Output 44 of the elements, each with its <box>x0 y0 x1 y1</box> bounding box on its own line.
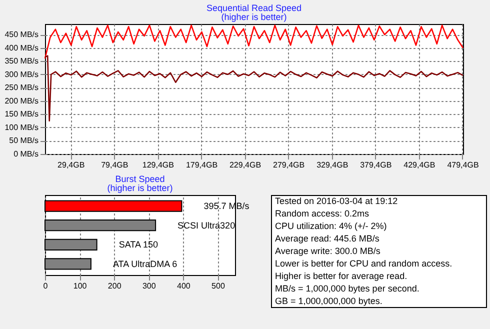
x-tick-label: 100 <box>73 282 88 290</box>
x-tick-label: 0 <box>43 282 48 290</box>
text: MB/s = 1,000,000 bytes per second. <box>275 283 420 294</box>
y-tick-label: 300 MB/s <box>4 70 38 79</box>
chart-title: Sequential Read Speed <box>206 3 302 13</box>
text: Average write: 300.0 MB/s <box>275 246 381 256</box>
x-tick-label: 429,4GB <box>404 160 436 170</box>
chart-subtitle: (higher is better) <box>107 183 173 193</box>
text: Lower is better for CPU and random access. <box>275 258 452 268</box>
y-tick-label: ATA UltraDMA 6 <box>112 258 178 269</box>
y-tick-label: SCSI Ultra320 <box>178 220 236 230</box>
y-tick-label: 250 MB/s <box>4 83 38 92</box>
text: CPU utilization: 4% (+/- 2%) <box>275 221 387 232</box>
x-tick-label: 379,4GB <box>360 160 392 170</box>
x-tick-label: 229,4GB <box>229 160 262 170</box>
y-tick-label: 450 MB/s <box>4 30 38 40</box>
line-series <box>44 55 464 122</box>
y-tick-label: 100 MB/s <box>4 122 38 132</box>
x-tick-label: 479,4GB <box>447 160 479 170</box>
x-tick-label: 79,4GB <box>101 160 128 170</box>
line-series <box>44 24 464 60</box>
y-tick-label: 200 MB/s <box>4 96 38 106</box>
text: Higher is better for average read. <box>275 270 408 281</box>
y-tick-label: 350 MB/s <box>4 56 38 66</box>
y-tick-label: 50 MB/s <box>9 136 38 146</box>
y-tick-label: SATA 150 <box>118 240 158 250</box>
chart-subtitle: (higher is better) <box>221 12 287 22</box>
x-tick-label: 129,4GB <box>142 160 174 170</box>
y-tick-label: 150 MB/s <box>4 110 38 119</box>
x-tick-label: 179,4GB <box>186 160 218 170</box>
y-tick-label: 0 MB/s <box>14 150 38 158</box>
text: Tested on 2016-03-04 at 19:12 <box>275 196 398 206</box>
x-tick-label: 200 <box>108 282 122 290</box>
text: GB = 1,000,000,000 bytes. <box>275 296 382 306</box>
x-tick-label: 500 <box>212 282 226 290</box>
x-tick-label: 329,4GB <box>316 160 348 170</box>
x-tick-label: 279,4GB <box>273 160 305 170</box>
x-tick-label: 300 <box>142 282 156 290</box>
x-tick-label: 29,4GB <box>58 160 85 170</box>
y-tick-label: 400 MB/s <box>4 43 38 52</box>
text: Average read: 445.6 MB/s <box>275 234 380 244</box>
chart-title: Burst Speed <box>115 174 165 184</box>
text: Random access: 0.2ms <box>275 208 370 219</box>
x-tick-label: 400 <box>177 282 191 290</box>
